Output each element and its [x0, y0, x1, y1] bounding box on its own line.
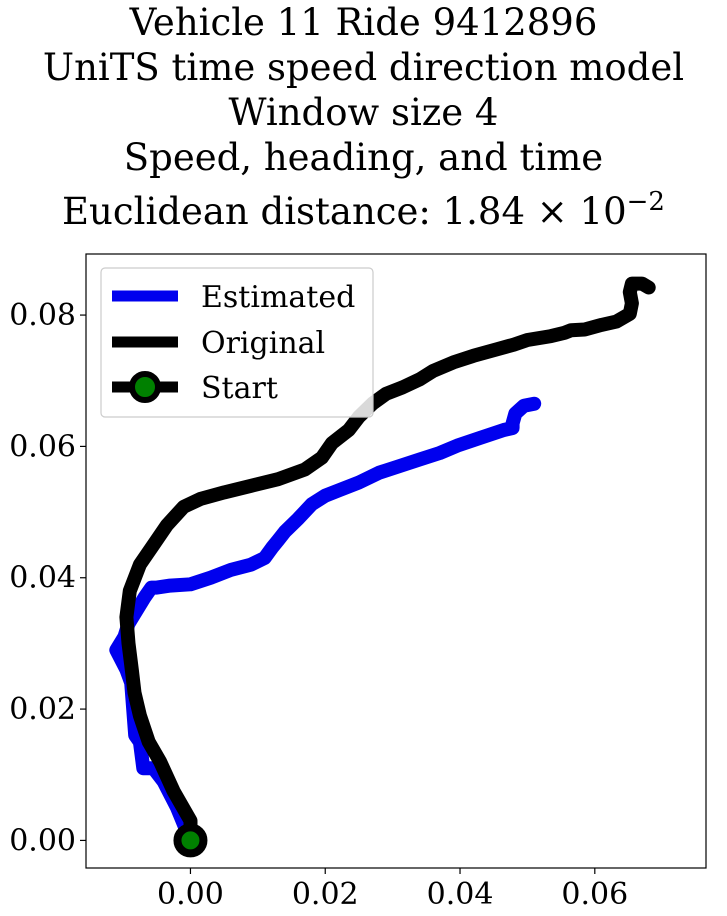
- start-marker: [173, 823, 208, 858]
- title-line-2: UniTS time speed direction model: [42, 46, 685, 89]
- y-tick-label: 0.06: [9, 429, 76, 464]
- x-tick-label: 0.04: [427, 877, 494, 912]
- chart-title: Vehicle 11 Ride 9412896 UniTS time speed…: [0, 0, 727, 234]
- title-line-1: Vehicle 11 Ride 9412896: [129, 1, 598, 44]
- y-tick-label: 0.04: [9, 561, 76, 596]
- title-line-3: Window size 4: [228, 91, 499, 134]
- legend-label-start: Start: [201, 371, 278, 406]
- y-tick-label: 0.02: [9, 692, 76, 727]
- series-line-original: [119, 276, 656, 848]
- title-line-4: Speed, heading, and time: [123, 136, 604, 179]
- legend: Estimated Original Start: [100, 267, 374, 418]
- series-line-estimated: [109, 396, 542, 848]
- title-distance-text: Euclidean distance: 1.84 × 10: [62, 190, 627, 233]
- y-tick-label: 0.00: [9, 823, 76, 858]
- legend-label-estimated: Estimated: [201, 280, 355, 315]
- y-tick-label: 0.08: [9, 298, 76, 333]
- x-tick-label: 0.02: [292, 877, 359, 912]
- ticks-layer: 0.00 0.02 0.04 0.06 0.00 0.02 0.04 0.06 0.08: [9, 298, 628, 912]
- x-tick-label: 0.06: [561, 877, 628, 912]
- legend-box: [100, 267, 374, 418]
- legend-start-marker: [129, 371, 161, 403]
- plot-frame: [85, 253, 707, 869]
- legend-label-original: Original: [201, 326, 325, 361]
- title-exponent: −2: [626, 187, 665, 217]
- x-tick-label: 0.00: [157, 877, 224, 912]
- series-layer: [109, 276, 656, 858]
- title-line-5: Euclidean distance: 1.84 × 10−2: [0, 180, 727, 234]
